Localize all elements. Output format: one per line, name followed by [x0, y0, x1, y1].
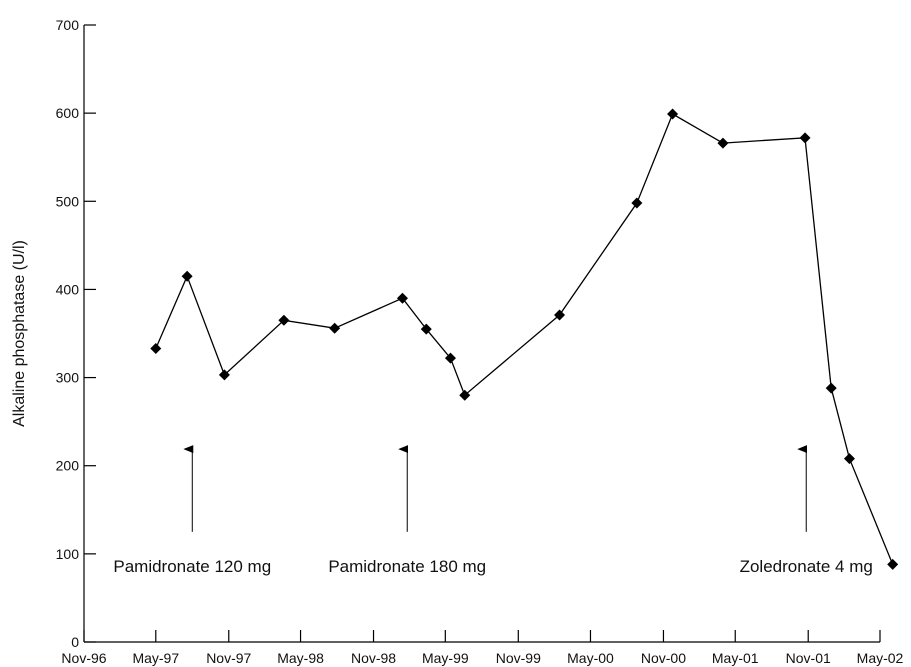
- x-tick-label: May-98: [277, 650, 324, 666]
- x-tick-label: May-99: [422, 650, 469, 666]
- data-point: [396, 292, 408, 304]
- y-tick-label: 500: [56, 193, 80, 209]
- x-tick-label: Nov-96: [61, 650, 106, 666]
- y-tick-label: 100: [56, 546, 80, 562]
- x-tick-label: Nov-98: [351, 650, 396, 666]
- series: [150, 108, 899, 570]
- series-line: [155, 113, 894, 565]
- annotations: Pamidronate 120 mg Pamidronate 180 mg Zole…: [113, 445, 873, 576]
- data-point: [329, 322, 341, 334]
- y-axis: 0 100 200 300 400 500 600 700: [56, 17, 96, 650]
- y-tick-label: 200: [56, 458, 80, 474]
- annotation-label: Zoledronate 4 mg: [740, 557, 873, 576]
- data-point: [843, 453, 855, 465]
- x-tick-label: Nov-00: [641, 650, 686, 666]
- annotation-label: Pamidronate 120 mg: [113, 557, 271, 576]
- x-tick-label: Nov-99: [496, 650, 541, 666]
- y-tick-label: 400: [56, 281, 80, 297]
- y-tick-label: 700: [56, 17, 80, 33]
- data-point: [278, 314, 290, 326]
- y-axis-title: Alkaline phosphatase (U/l): [11, 240, 28, 427]
- x-tick-label: Nov-97: [206, 650, 251, 666]
- x-tick-label: May-02: [857, 650, 904, 666]
- x-tick-label: May-01: [712, 650, 759, 666]
- data-point: [444, 352, 456, 364]
- data-point: [181, 270, 193, 282]
- y-tick-label: 600: [56, 105, 80, 121]
- data-point: [554, 309, 566, 321]
- data-point: [717, 137, 729, 149]
- data-point: [887, 558, 899, 570]
- y-tick-label: 300: [56, 370, 80, 386]
- data-point: [667, 108, 679, 120]
- data-point: [459, 389, 471, 401]
- data-point: [799, 132, 811, 144]
- data-point: [631, 197, 643, 209]
- data-point: [150, 342, 162, 354]
- x-axis: Nov-96 May-97 Nov-97 May-98 Nov-98 May-99 Nov-…: [61, 630, 904, 666]
- x-tick-label: Nov-01: [786, 650, 831, 666]
- y-tick-label: 0: [71, 634, 79, 650]
- x-tick-label: May-00: [567, 650, 614, 666]
- x-tick-label: May-97: [132, 650, 179, 666]
- data-point: [420, 323, 432, 335]
- annotation-label: Pamidronate 180 mg: [328, 557, 486, 576]
- data-point: [218, 369, 230, 381]
- data-point: [825, 382, 837, 394]
